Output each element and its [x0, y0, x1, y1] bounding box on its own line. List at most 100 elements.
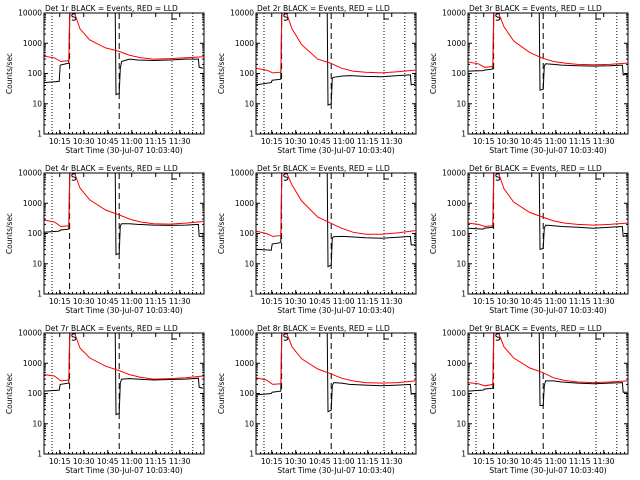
- x-tick-label: 10:45: [521, 137, 543, 146]
- events-series-line: [256, 173, 416, 268]
- y-tick-label: 1: [249, 130, 254, 139]
- x-tick-label: 11:00: [545, 137, 567, 146]
- y-tick-label: 10: [244, 419, 254, 428]
- y-tick-label: 10000: [442, 9, 466, 18]
- y-tick-label: 100: [28, 69, 43, 78]
- x-tick-label: 10:15: [49, 457, 71, 466]
- marker-s-glyph: [71, 13, 77, 21]
- plot-frame: [43, 172, 205, 295]
- events-series-line: [44, 13, 204, 96]
- panel-title: Det 6r BLACK = Events, RED = LLD: [469, 164, 602, 173]
- marker-l-glyph: [171, 13, 177, 20]
- lld-series-line: [468, 173, 628, 228]
- y-tick-label: 100: [452, 229, 467, 238]
- y-tick-label: 10000: [442, 329, 466, 338]
- y-tick-label: 1: [37, 130, 42, 139]
- x-tick-label: 11:30: [169, 457, 191, 466]
- marker-s-glyph: [495, 333, 501, 341]
- y-axis-label: Counts/sec: [217, 53, 226, 94]
- x-tick-label: 10:15: [473, 457, 495, 466]
- y-tick-label: 10000: [230, 169, 254, 178]
- y-tick-label: 100: [452, 389, 467, 398]
- x-tick-label: 10:15: [473, 297, 495, 306]
- y-axis-label: Counts/sec: [5, 53, 14, 94]
- panel-title: Det 7r BLACK = Events, RED = LLD: [45, 324, 178, 333]
- x-tick-label: 10:30: [73, 137, 95, 146]
- lld-series-line: [468, 333, 628, 387]
- marker-l-glyph: [595, 333, 601, 340]
- y-tick-label: 1000: [23, 359, 42, 368]
- x-tick-label: 11:30: [593, 137, 615, 146]
- lld-series-line: [468, 13, 628, 68]
- panel-title: Det 3r BLACK = Events, RED = LLD: [469, 4, 602, 13]
- x-tick-label: 10:30: [285, 137, 307, 146]
- y-axis-label: Counts/sec: [5, 373, 14, 414]
- y-tick-label: 1: [461, 450, 466, 459]
- panel-5: Det 5r BLACK = Events, RED = LLD 1 10 100 10…: [217, 164, 417, 315]
- marker-l-glyph: [171, 173, 177, 180]
- y-tick-label: 1000: [23, 199, 42, 208]
- y-tick-label: 10: [456, 99, 466, 108]
- y-tick-label: 1: [37, 450, 42, 459]
- x-axis-label: Start Time (30-Jul-07 10:03:40): [489, 306, 606, 315]
- y-tick-label: 10: [456, 259, 466, 268]
- x-axis-label: Start Time (30-Jul-07 10:03:40): [277, 306, 394, 315]
- plot-frame: [467, 12, 629, 135]
- x-tick-label: 11:15: [145, 297, 167, 306]
- y-tick-label: 10000: [442, 169, 466, 178]
- marker-s-glyph: [71, 173, 77, 181]
- panel-title: Det 4r BLACK = Events, RED = LLD: [45, 164, 178, 173]
- marker-l-glyph: [595, 173, 601, 180]
- y-tick-label: 100: [240, 229, 255, 238]
- marker-l-glyph: [595, 13, 601, 20]
- events-series-line: [468, 333, 628, 406]
- marker-l-glyph: [383, 333, 389, 340]
- lld-series-line: [44, 13, 204, 63]
- y-axis-label: Counts/sec: [429, 373, 438, 414]
- plot-frame: [467, 172, 629, 295]
- plot-frame: [467, 332, 629, 455]
- y-tick-label: 1000: [447, 199, 466, 208]
- x-tick-label: 10:15: [49, 137, 71, 146]
- y-tick-label: 1: [461, 290, 466, 299]
- x-tick-label: 10:30: [285, 297, 307, 306]
- x-tick-label: 10:30: [73, 297, 95, 306]
- y-tick-label: 1000: [235, 39, 254, 48]
- y-tick-label: 10: [32, 419, 42, 428]
- x-tick-label: 11:15: [145, 457, 167, 466]
- panel-title: Det 1r BLACK = Events, RED = LLD: [45, 4, 178, 13]
- y-tick-label: 10: [32, 99, 42, 108]
- y-tick-label: 100: [452, 69, 467, 78]
- y-axis-label: Counts/sec: [5, 213, 14, 254]
- events-series-line: [44, 333, 204, 416]
- lld-series-line: [44, 173, 204, 228]
- lld-series-line: [256, 173, 416, 237]
- marker-s-glyph: [283, 173, 289, 181]
- x-tick-label: 11:00: [333, 457, 355, 466]
- x-axis-label: Start Time (30-Jul-07 10:03:40): [489, 146, 606, 155]
- x-tick-label: 11:15: [357, 297, 379, 306]
- y-tick-label: 1: [37, 290, 42, 299]
- events-series-line: [468, 173, 628, 250]
- y-tick-label: 10: [456, 419, 466, 428]
- x-tick-label: 10:15: [49, 297, 71, 306]
- plot-frame: [255, 332, 417, 455]
- y-axis-label: Counts/sec: [217, 213, 226, 254]
- marker-l-glyph: [383, 173, 389, 180]
- x-tick-label: 11:15: [569, 297, 591, 306]
- x-tick-label: 11:00: [545, 297, 567, 306]
- x-axis-label: Start Time (30-Jul-07 10:03:40): [65, 146, 182, 155]
- y-axis-label: Counts/sec: [217, 373, 226, 414]
- panel-3: Det 3r BLACK = Events, RED = LLD 1 10 100 10…: [429, 4, 629, 155]
- y-tick-label: 10: [32, 259, 42, 268]
- x-tick-label: 10:45: [97, 457, 119, 466]
- marker-s-glyph: [495, 13, 501, 21]
- x-tick-label: 10:15: [261, 457, 283, 466]
- x-tick-label: 10:45: [97, 137, 119, 146]
- x-tick-label: 11:30: [169, 297, 191, 306]
- y-axis-label: Counts/sec: [429, 53, 438, 94]
- y-tick-label: 10000: [18, 9, 42, 18]
- panel-1: Det 1r BLACK = Events, RED = LLD 1 10 100 10…: [5, 4, 205, 155]
- x-tick-label: 10:45: [309, 457, 331, 466]
